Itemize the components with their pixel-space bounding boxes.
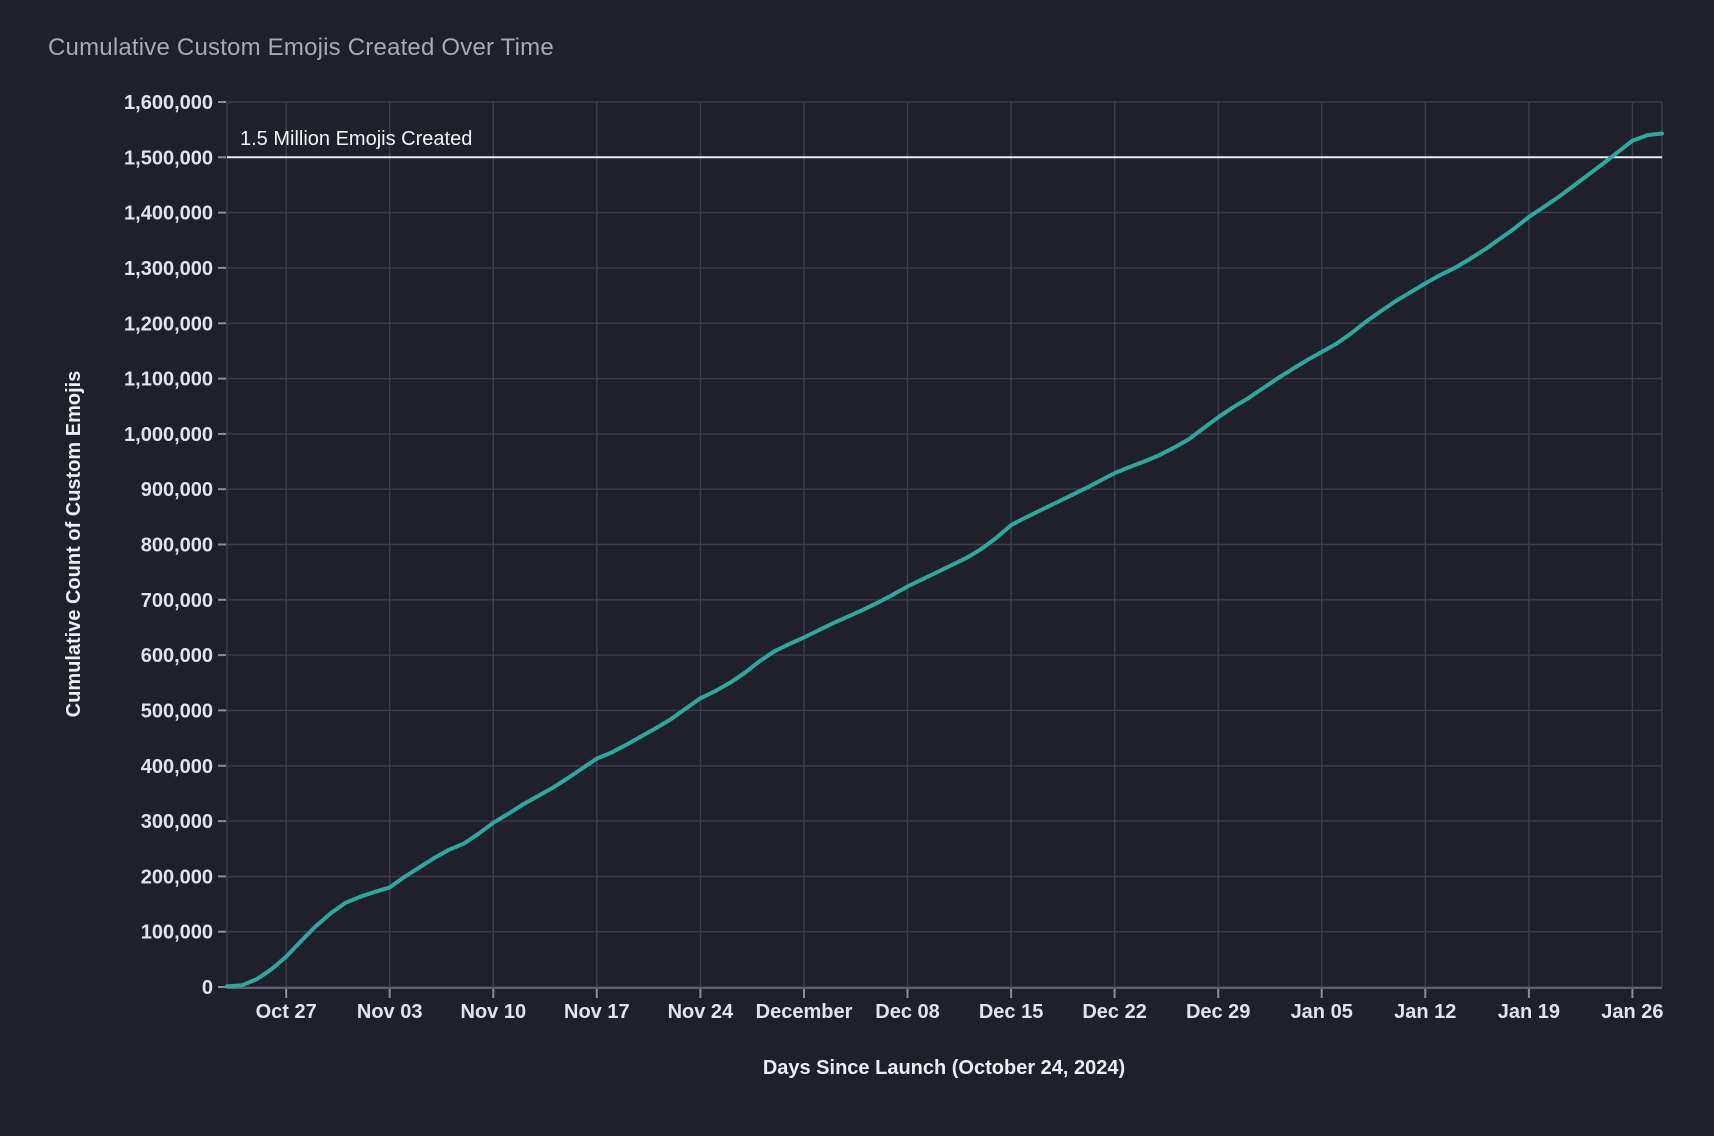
y-tick-label: 900,000	[141, 479, 213, 501]
x-axis-title: Days Since Launch (October 24, 2024)	[763, 1057, 1125, 1079]
x-tick-label: Nov 24	[668, 1001, 734, 1023]
x-tick-label: Dec 22	[1082, 1001, 1147, 1023]
y-tick-label: 600,000	[141, 645, 213, 667]
y-tick-label: 500,000	[141, 700, 213, 722]
x-tick-label: Nov 03	[357, 1001, 423, 1023]
x-tick-label: Jan 05	[1291, 1001, 1353, 1023]
y-tick-label: 800,000	[141, 535, 213, 557]
y-axis-title: Cumulative Count of Custom Emojis	[63, 371, 85, 718]
series-line-cumulative-emojis	[225, 131, 1664, 989]
x-gridlines	[285, 102, 1634, 987]
y-tick-label: 1,400,000	[124, 203, 213, 225]
x-tick-label: Dec 29	[1186, 1001, 1251, 1023]
y-tick-label: 1,300,000	[124, 258, 213, 280]
y-tick-label: 1,600,000	[124, 92, 213, 114]
y-tick-label: 1,100,000	[124, 369, 213, 391]
y-tick-label: 400,000	[141, 756, 213, 778]
annotation-label: 1.5 Million Emojis Created	[240, 128, 472, 150]
axis-spines	[226, 102, 1663, 989]
x-tick-label: Oct 27	[256, 1001, 317, 1023]
x-tick-label: Dec 15	[979, 1001, 1044, 1023]
x-tick-label: Jan 26	[1601, 1001, 1663, 1023]
x-tick-label: Nov 10	[461, 1001, 527, 1023]
x-tick-label: Jan 19	[1498, 1001, 1560, 1023]
y-tick-label: 100,000	[141, 922, 213, 944]
x-tick-label: Jan 12	[1394, 1001, 1456, 1023]
y-tick-label: 200,000	[141, 866, 213, 888]
x-tick-labels: Oct 27 Nov 03 Nov 10 Nov 17 Nov 24 December De…	[256, 1001, 1664, 1023]
y-tick-label: 0	[202, 977, 213, 999]
axis-tick-marks	[218, 101, 1634, 998]
chart-title: Cumulative Custom Emojis Created Over Ti…	[48, 34, 554, 61]
x-tick-label: Nov 17	[564, 1001, 630, 1023]
y-tick-label: 1,500,000	[124, 147, 213, 169]
x-tick-label: December	[756, 1001, 853, 1023]
y-tick-label: 300,000	[141, 811, 213, 833]
y-gridlines	[227, 101, 1662, 988]
x-tick-label: Dec 08	[875, 1001, 940, 1023]
y-tick-label: 1,000,000	[124, 424, 213, 446]
y-tick-labels: 0 100,000 200,000 300,000 400,000 500,000 600,…	[124, 92, 213, 999]
y-tick-label: 700,000	[141, 590, 213, 612]
y-tick-label: 1,200,000	[124, 313, 213, 335]
